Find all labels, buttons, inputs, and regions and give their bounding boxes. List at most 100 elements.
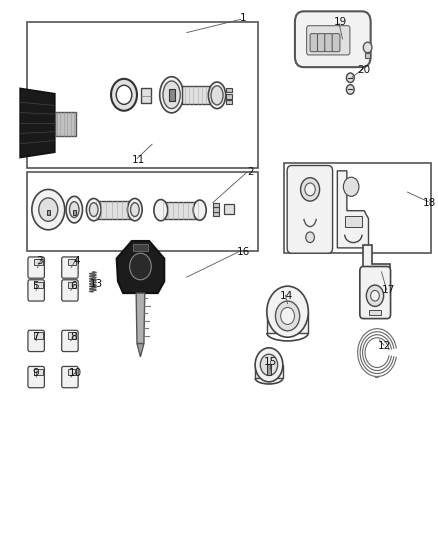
Ellipse shape — [193, 200, 206, 220]
Polygon shape — [73, 209, 75, 215]
FancyBboxPatch shape — [28, 367, 44, 387]
Polygon shape — [255, 365, 283, 378]
Polygon shape — [117, 241, 164, 293]
Text: 14: 14 — [279, 290, 293, 301]
Ellipse shape — [211, 86, 223, 105]
Text: 18: 18 — [423, 198, 437, 208]
Ellipse shape — [89, 203, 98, 216]
Circle shape — [32, 189, 65, 230]
Polygon shape — [133, 244, 148, 251]
Ellipse shape — [66, 196, 82, 223]
Polygon shape — [35, 333, 42, 339]
Polygon shape — [226, 100, 232, 104]
Circle shape — [363, 42, 372, 53]
Circle shape — [281, 308, 294, 325]
FancyBboxPatch shape — [310, 34, 318, 52]
Polygon shape — [137, 344, 144, 357]
Polygon shape — [213, 212, 219, 216]
Polygon shape — [365, 53, 370, 58]
Polygon shape — [35, 259, 42, 265]
Polygon shape — [35, 282, 42, 288]
Polygon shape — [226, 88, 232, 92]
Circle shape — [305, 183, 315, 196]
Polygon shape — [35, 368, 42, 375]
FancyBboxPatch shape — [287, 165, 332, 253]
Circle shape — [371, 290, 379, 301]
Text: 10: 10 — [69, 368, 81, 378]
FancyBboxPatch shape — [28, 330, 44, 352]
Circle shape — [276, 301, 300, 331]
Text: 1: 1 — [240, 13, 246, 23]
Polygon shape — [161, 201, 200, 219]
Text: 5: 5 — [32, 281, 39, 291]
Polygon shape — [213, 207, 219, 212]
Circle shape — [255, 348, 283, 382]
FancyBboxPatch shape — [62, 280, 78, 301]
Ellipse shape — [160, 77, 184, 113]
Polygon shape — [68, 368, 76, 375]
Ellipse shape — [163, 81, 180, 109]
Text: 9: 9 — [32, 368, 39, 378]
Circle shape — [346, 73, 354, 83]
FancyBboxPatch shape — [62, 257, 78, 278]
Ellipse shape — [154, 199, 168, 221]
Polygon shape — [213, 203, 219, 207]
Polygon shape — [55, 112, 76, 136]
Polygon shape — [68, 333, 76, 339]
Circle shape — [116, 85, 132, 104]
Circle shape — [267, 286, 308, 337]
FancyBboxPatch shape — [332, 34, 340, 52]
Ellipse shape — [127, 198, 142, 221]
Circle shape — [306, 232, 314, 243]
Text: 16: 16 — [237, 247, 251, 257]
FancyBboxPatch shape — [360, 266, 391, 319]
Text: 19: 19 — [334, 17, 347, 27]
FancyBboxPatch shape — [62, 367, 78, 387]
Circle shape — [346, 85, 354, 94]
Polygon shape — [68, 282, 76, 288]
Text: 7: 7 — [32, 332, 39, 342]
Polygon shape — [226, 94, 232, 99]
Text: 12: 12 — [378, 341, 392, 351]
Ellipse shape — [131, 203, 139, 216]
FancyBboxPatch shape — [318, 34, 325, 52]
FancyBboxPatch shape — [28, 280, 44, 301]
Text: 4: 4 — [73, 256, 80, 266]
Ellipse shape — [70, 201, 79, 217]
Text: 2: 2 — [247, 167, 254, 177]
Polygon shape — [169, 89, 175, 101]
FancyBboxPatch shape — [295, 11, 371, 67]
Polygon shape — [47, 209, 49, 215]
Ellipse shape — [86, 198, 101, 221]
Text: 20: 20 — [357, 65, 371, 75]
Polygon shape — [183, 86, 217, 104]
Polygon shape — [369, 310, 381, 316]
Circle shape — [39, 198, 58, 221]
Circle shape — [300, 177, 320, 201]
Polygon shape — [20, 88, 55, 158]
Text: 8: 8 — [70, 332, 77, 342]
Polygon shape — [345, 216, 362, 227]
Circle shape — [260, 354, 278, 375]
FancyBboxPatch shape — [28, 257, 44, 278]
Polygon shape — [267, 364, 271, 375]
FancyBboxPatch shape — [325, 34, 332, 52]
Polygon shape — [94, 200, 135, 219]
Text: 15: 15 — [264, 357, 277, 367]
Circle shape — [366, 285, 384, 306]
Polygon shape — [136, 293, 145, 344]
Polygon shape — [267, 312, 308, 333]
Polygon shape — [337, 171, 368, 248]
FancyBboxPatch shape — [62, 330, 78, 352]
FancyBboxPatch shape — [307, 26, 350, 55]
Circle shape — [111, 79, 137, 111]
Polygon shape — [68, 259, 76, 265]
Polygon shape — [363, 245, 390, 272]
Text: 6: 6 — [70, 281, 77, 291]
Circle shape — [343, 177, 359, 196]
Circle shape — [130, 253, 151, 280]
Polygon shape — [223, 204, 234, 214]
Ellipse shape — [208, 82, 226, 109]
Text: 3: 3 — [36, 256, 43, 266]
Text: 17: 17 — [381, 286, 395, 295]
